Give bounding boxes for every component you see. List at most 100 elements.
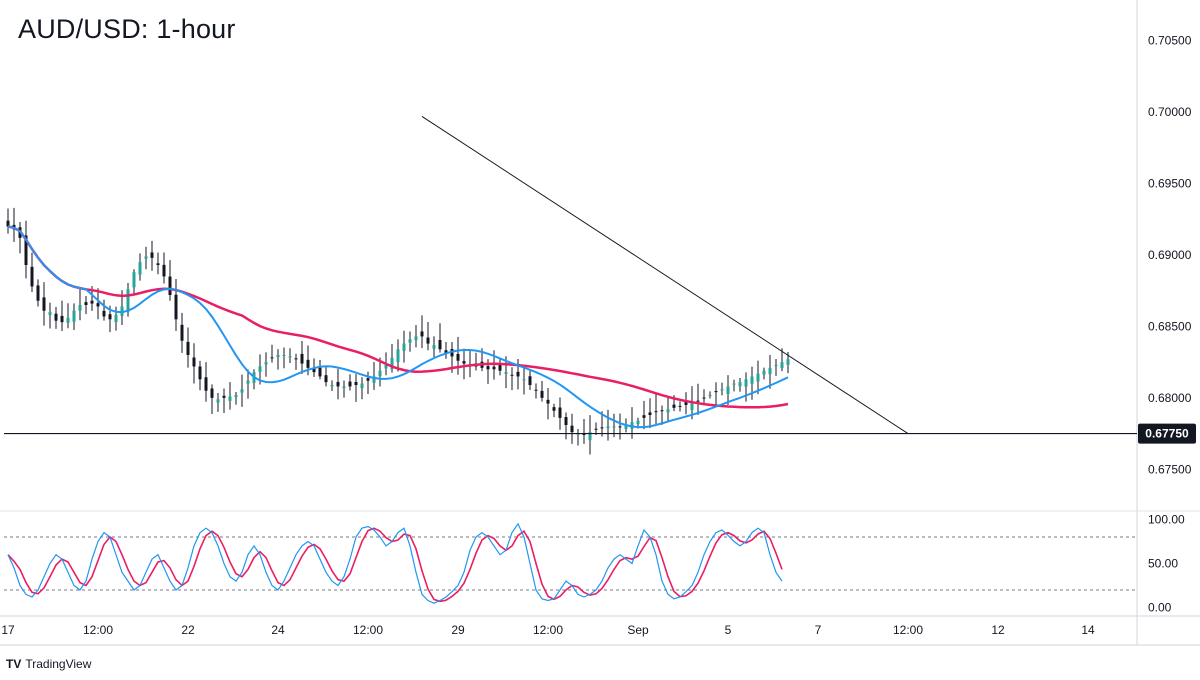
candle-body — [54, 313, 58, 321]
y-tick-label: 0.70500 — [1148, 34, 1192, 48]
y-tick-label: 0.68500 — [1148, 319, 1192, 333]
candle-body — [420, 331, 424, 337]
candle-body — [504, 372, 508, 374]
candle-body — [756, 373, 760, 382]
candle-body — [372, 376, 376, 383]
candle-body — [660, 410, 664, 412]
y-tick-label: 0.68000 — [1148, 391, 1192, 405]
candle-body — [126, 289, 130, 312]
candle-body — [738, 382, 742, 387]
candle-body — [486, 366, 490, 370]
price-label: 0.67750 — [1145, 427, 1189, 441]
candle-body — [702, 397, 706, 399]
chart-title: AUD/USD: 1-hour — [18, 14, 236, 44]
x-tick-label: 29 — [451, 623, 465, 637]
candle-body — [648, 412, 652, 415]
price-label-box — [1138, 423, 1196, 444]
candle-body — [36, 285, 40, 301]
candle-body — [780, 362, 784, 369]
x-tick-label: 12:00 — [893, 623, 923, 637]
candle-body — [516, 371, 520, 377]
candle-body — [714, 391, 718, 393]
stoch-y-tick-label: 50.00 — [1148, 557, 1178, 571]
candle-body — [174, 294, 178, 320]
candle-body — [312, 368, 316, 373]
candle-body — [588, 432, 592, 441]
candle-body — [510, 374, 514, 376]
candle-body — [258, 366, 262, 372]
x-tick-label: 7 — [815, 623, 822, 637]
candle-body — [390, 357, 394, 370]
x-tick-label: Sep — [627, 623, 649, 637]
candle-body — [222, 395, 226, 398]
candle-body — [282, 355, 286, 356]
candle-body — [150, 252, 154, 258]
candle-body — [558, 407, 562, 418]
candle-body — [354, 382, 358, 385]
candle-body — [786, 359, 790, 365]
candle-body — [114, 315, 118, 323]
descending-trendline — [421, 116, 909, 434]
candle-body — [438, 340, 442, 350]
candle-body — [132, 272, 136, 288]
candle-body — [246, 380, 250, 384]
candle-body — [600, 427, 604, 429]
candle-body — [450, 349, 454, 357]
x-tick-label: 24 — [271, 623, 285, 637]
candle-body — [318, 367, 322, 377]
stoch-d-line — [7, 527, 783, 603]
candle-body — [348, 381, 352, 387]
candle-body — [768, 367, 772, 375]
x-tick-label: 14 — [1081, 623, 1095, 637]
candle-body — [90, 300, 94, 304]
x-tick-label: 12:00 — [83, 623, 113, 637]
y-tick-label: 0.69500 — [1148, 177, 1192, 191]
candle-body — [552, 407, 556, 411]
candle-body — [180, 324, 184, 341]
candle-body — [204, 377, 208, 391]
candle-body — [402, 343, 406, 351]
candle-body — [690, 402, 694, 411]
candle-body — [264, 362, 268, 365]
candle-body — [228, 396, 232, 401]
candle-body — [306, 359, 310, 368]
candle-body — [78, 305, 82, 311]
candle-body — [456, 353, 460, 361]
candle-body — [708, 395, 712, 396]
candle-body — [636, 420, 640, 425]
candle-body — [276, 355, 280, 358]
candle-body — [732, 383, 736, 385]
candle-body — [342, 386, 346, 389]
candle-body — [288, 356, 292, 358]
candle-body — [570, 425, 574, 433]
candle-body — [726, 386, 730, 395]
candle-body — [144, 256, 148, 259]
candle-body — [762, 370, 766, 375]
candle-body — [24, 235, 28, 265]
candle-body — [294, 358, 298, 360]
y-tick-label: 0.70000 — [1148, 105, 1192, 119]
candle-body — [444, 350, 448, 354]
candle-body — [462, 361, 466, 364]
candle-body — [672, 404, 676, 408]
candle-body — [384, 365, 388, 369]
x-tick-label: 17 — [1, 623, 15, 637]
candle-body — [426, 337, 430, 344]
stoch-y-tick-label: 0.00 — [1148, 601, 1172, 615]
candle-body — [42, 297, 46, 311]
candle-body — [696, 400, 700, 402]
candle-body — [270, 357, 274, 359]
x-tick-label: 12:00 — [353, 623, 383, 637]
stoch-k-line — [7, 522, 783, 604]
stoch-y-tick-label: 100.00 — [1148, 512, 1185, 526]
candle-body — [6, 220, 10, 227]
candle-body — [618, 426, 622, 428]
tradingview-brand[interactable]: TV TradingView — [6, 657, 91, 671]
x-tick-label: 22 — [181, 623, 195, 637]
candle-body — [30, 266, 34, 287]
tradingview-logo-icon: TV — [6, 657, 22, 671]
candle-body — [684, 400, 688, 405]
candle-body — [186, 341, 190, 355]
